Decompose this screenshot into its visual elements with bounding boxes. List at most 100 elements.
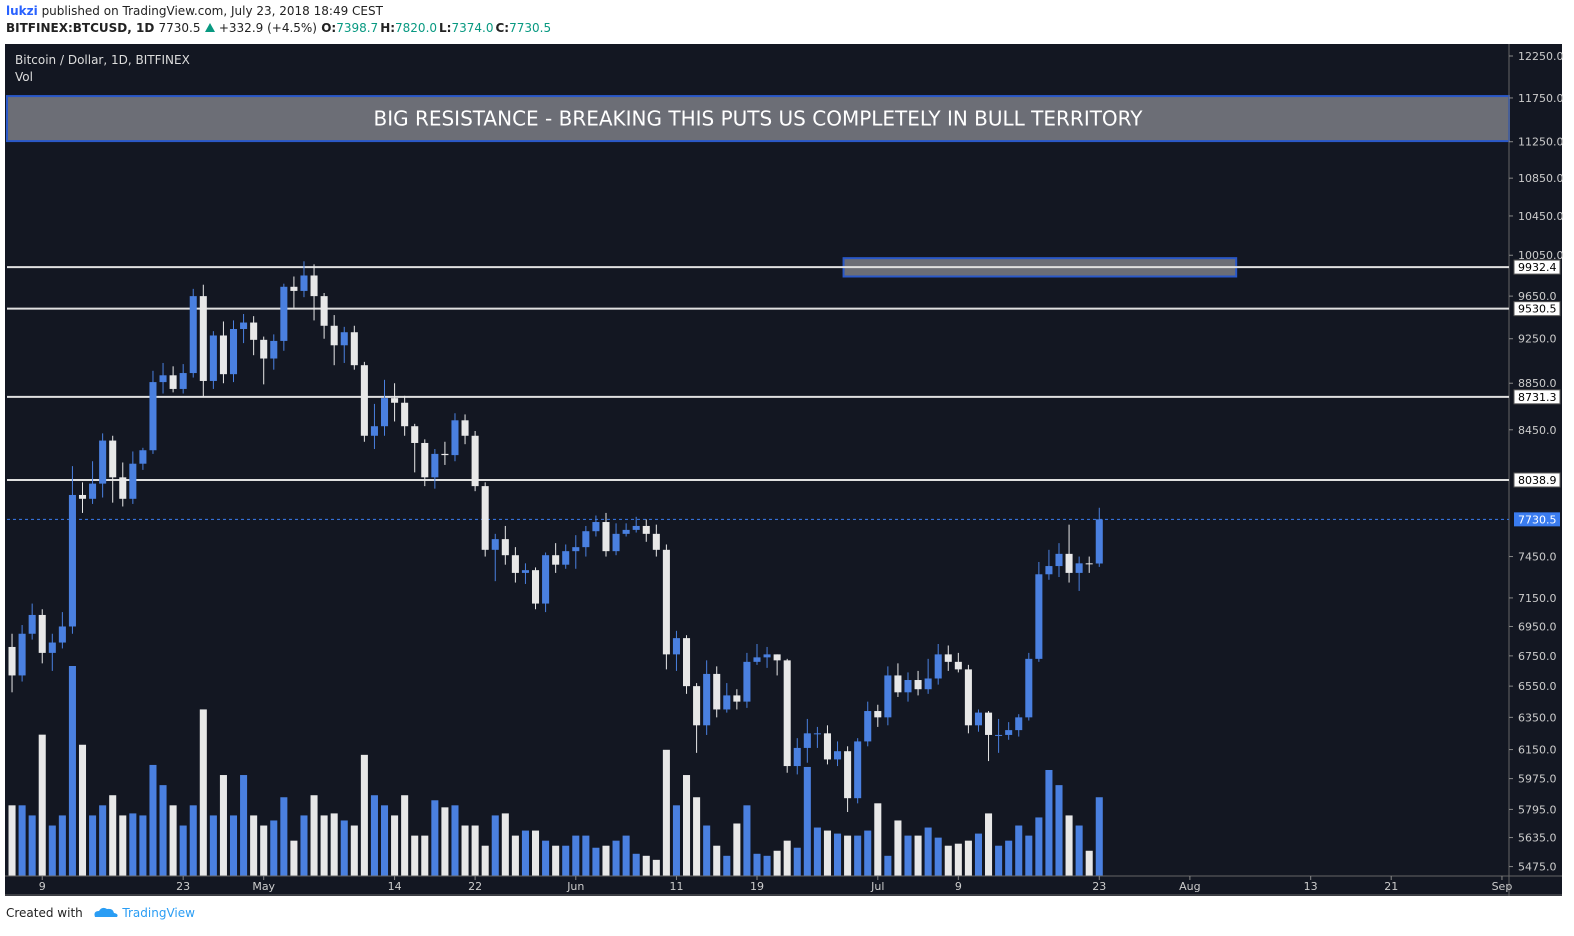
candle-body: [109, 440, 117, 478]
volume-bar: [1035, 817, 1043, 876]
volume-bar: [642, 855, 650, 876]
candle-body: [209, 335, 217, 381]
candle-body: [753, 657, 761, 662]
candle-body: [1025, 658, 1033, 718]
candle-body: [18, 633, 26, 676]
candle-body: [38, 614, 46, 653]
header-line: lukzi published on TradingView.com, July…: [6, 4, 383, 18]
candle-body: [240, 322, 248, 329]
x-tick-label: 19: [750, 880, 764, 893]
candle-body: [411, 426, 419, 443]
zone: [6, 95, 1510, 143]
candle-body: [119, 477, 127, 499]
level-tag: [1513, 389, 1561, 405]
volume-bar: [68, 666, 76, 876]
candle-body: [380, 398, 389, 427]
volume-bar: [934, 837, 942, 876]
x-tick-label: Jul: [870, 880, 884, 893]
x-tick-label: 23: [176, 880, 190, 893]
volume-bar: [471, 825, 479, 876]
candle-body: [431, 453, 439, 478]
volume-bar: [995, 845, 1003, 876]
candle-body: [803, 733, 811, 748]
candle-body: [149, 382, 157, 451]
candle-body: [1055, 553, 1063, 567]
candle-body: [260, 339, 268, 359]
candle-body: [1015, 717, 1023, 731]
volume-bar: [330, 813, 338, 876]
volume-bar: [350, 825, 358, 876]
candle-body: [340, 332, 348, 346]
candle-body: [350, 332, 358, 366]
candle-body: [894, 675, 902, 693]
candle-body: [995, 734, 1003, 736]
candle-body: [783, 660, 791, 767]
candle-body: [743, 661, 751, 702]
candle-body: [763, 654, 771, 658]
volume-bar: [552, 845, 560, 876]
y-tick-label: 10450.0: [1518, 210, 1564, 223]
volume-bar: [874, 803, 882, 876]
volume-bar: [99, 805, 107, 876]
volume-bar: [672, 805, 680, 876]
candle-body: [572, 547, 580, 552]
candle-body: [662, 549, 670, 655]
volume-bar: [602, 845, 610, 876]
volume-bar: [461, 825, 469, 876]
author[interactable]: lukzi: [6, 4, 38, 18]
x-tick-label: 14: [388, 880, 402, 893]
volume-bar: [793, 847, 801, 876]
volume-bar: [481, 845, 489, 876]
volume-bar: [914, 835, 922, 876]
candle-body: [290, 286, 298, 291]
logo[interactable]: [93, 906, 119, 918]
volume-bar: [531, 830, 540, 876]
ohlc-value: 7820.0: [395, 21, 438, 35]
volume-bar: [159, 785, 167, 876]
volume-bar: [834, 833, 842, 876]
volume-bar: [421, 835, 429, 876]
ohlc-key: H:: [380, 21, 396, 35]
y-tick-label: 6350.0: [1518, 711, 1557, 724]
candle-body: [58, 626, 66, 643]
last-price-tag: [1514, 512, 1560, 527]
volume-bar: [129, 813, 137, 876]
ohlc-value: 7730.5: [509, 21, 552, 35]
candle-body: [68, 494, 76, 627]
volume-bar: [189, 805, 197, 876]
y-tick-label: 5475.0: [1518, 861, 1557, 874]
candle-body: [954, 661, 962, 670]
y-tick-label: 11250.0: [1518, 136, 1564, 149]
candle-body: [562, 551, 570, 565]
volume-bar: [1065, 815, 1073, 876]
volume-bar: [380, 805, 389, 876]
chart: BIG RESISTANCE - BREAKING THIS PUTS US C…: [5, 44, 1564, 896]
volume-bar: [713, 845, 721, 876]
volume-bar: [743, 805, 751, 876]
candle-body: [89, 483, 97, 499]
candle-body: [320, 296, 328, 326]
volume-bar: [612, 840, 620, 876]
candle-body: [552, 555, 560, 565]
volume-bar: [8, 805, 16, 876]
x-tick-label: 9: [955, 880, 962, 893]
volume-bar: [773, 850, 781, 876]
candle-body: [773, 654, 781, 661]
volume-bar: [622, 835, 630, 876]
candle-body: [1035, 574, 1043, 659]
candle-body: [974, 712, 982, 726]
volume-bar: [511, 835, 519, 876]
volume-bar: [169, 805, 177, 876]
candle-body: [924, 678, 932, 690]
candle-body: [874, 711, 882, 718]
candle-body: [1075, 563, 1083, 573]
volume-bar: [944, 845, 952, 876]
brand[interactable]: TradingView: [122, 906, 195, 920]
candle-body: [471, 435, 479, 487]
y-tick-label: 10850.0: [1518, 172, 1564, 185]
volume-label: Vol: [15, 70, 33, 84]
y-tick-label: 5635.0: [1518, 832, 1557, 845]
volume-bar: [280, 797, 288, 876]
volume-bar: [360, 754, 368, 876]
